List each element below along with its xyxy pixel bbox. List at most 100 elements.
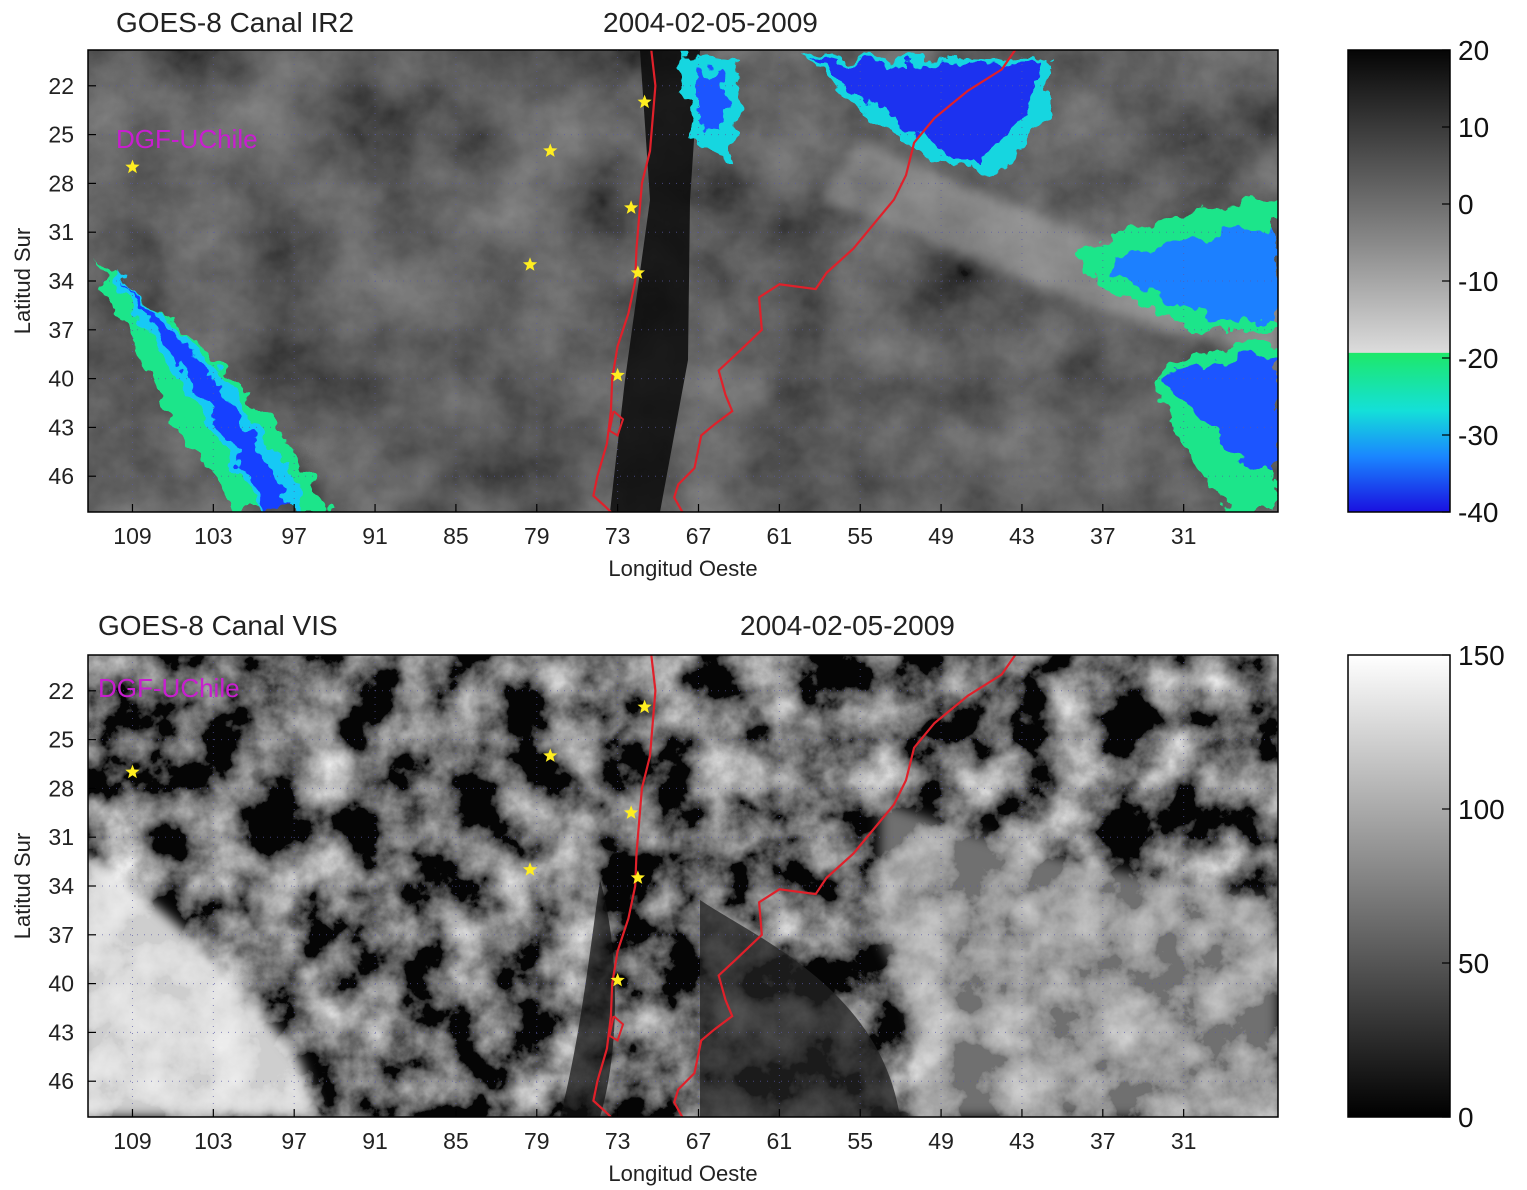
vis-title: GOES-8 Canal VIS bbox=[98, 610, 338, 641]
ir2-x-tick-label: 31 bbox=[1171, 523, 1197, 549]
vis-image: DGF-UChile bbox=[88, 655, 1278, 1117]
vis-x-tick-label: 61 bbox=[767, 1128, 793, 1154]
ir2-colorbar-tick-label: -20 bbox=[1458, 343, 1498, 374]
ir2-image: DGF-UChile bbox=[88, 50, 1278, 512]
ir2-ylabel: Latitud Sur bbox=[10, 228, 35, 334]
ir2-x-tick-label: 43 bbox=[1009, 523, 1035, 549]
ir2-x-tick-label: 79 bbox=[524, 523, 550, 549]
ir2-y-tick-label: 25 bbox=[48, 122, 74, 148]
ir2-y-tick-label: 34 bbox=[48, 268, 74, 294]
vis-stations bbox=[125, 699, 652, 987]
ir2-coastline-east bbox=[673, 50, 1017, 512]
ir2-y-tick-label: 31 bbox=[48, 219, 74, 245]
ir2-y-tick-label: 37 bbox=[48, 317, 74, 343]
ir2-grid bbox=[88, 50, 1278, 512]
vis-y-tick-label: 22 bbox=[48, 678, 74, 704]
ir2-x-tick-label: 49 bbox=[928, 523, 954, 549]
ir2-y-tick-label: 46 bbox=[48, 463, 74, 489]
vis-station-star bbox=[125, 764, 140, 779]
ir2-island-outline bbox=[608, 410, 625, 437]
ir2-coastline bbox=[592, 50, 1017, 512]
vis-y-tick-label: 37 bbox=[48, 922, 74, 948]
ir2-title: GOES-8 Canal IR2 bbox=[116, 7, 354, 38]
vis-y-tick-label: 31 bbox=[48, 824, 74, 850]
vis-x-tick-label: 31 bbox=[1171, 1128, 1197, 1154]
vis-x-tick-label: 49 bbox=[928, 1128, 954, 1154]
ir2-watermark: DGF-UChile bbox=[116, 124, 258, 154]
vis-ylabel: Latitud Sur bbox=[10, 833, 35, 939]
vis-station-star bbox=[543, 748, 558, 762]
ir2-colorbar-tick-label: 20 bbox=[1458, 35, 1489, 66]
vis-grid bbox=[88, 655, 1278, 1117]
vis-station-star bbox=[624, 805, 639, 819]
ir2-station-star bbox=[543, 143, 558, 157]
vis-coastline-east bbox=[673, 655, 1017, 1117]
vis-colorbar-tick-label: 0 bbox=[1458, 1102, 1474, 1133]
ir2-coastline-west bbox=[592, 50, 657, 512]
ir2-stations bbox=[125, 94, 652, 382]
vis-x-tick-label: 103 bbox=[194, 1128, 232, 1154]
ir2-station-star bbox=[624, 200, 639, 214]
ir2-station-star bbox=[610, 367, 625, 382]
vis-station-star bbox=[637, 699, 652, 714]
vis-x-tick-label: 97 bbox=[281, 1128, 307, 1154]
ir2-colorbar-ticks: 20 10 0 -10 -20 -30 -40 bbox=[1442, 35, 1498, 528]
vis-coastline-west bbox=[592, 655, 657, 1117]
vis-x-tick-label: 109 bbox=[113, 1128, 151, 1154]
vis-station-star bbox=[610, 972, 625, 987]
vis-coastline bbox=[592, 655, 1017, 1117]
ir2-station-star bbox=[630, 265, 645, 279]
ir2-x-tick-label: 85 bbox=[443, 523, 469, 549]
ir2-xlabel: Longitud Oeste bbox=[608, 556, 757, 581]
vis-colorbar-ramp bbox=[1347, 654, 1451, 1118]
vis-colorbar-tick-label: 100 bbox=[1458, 794, 1505, 825]
ir2-x-tick-label: 91 bbox=[362, 523, 388, 549]
vis-xlabel: Longitud Oeste bbox=[608, 1161, 757, 1186]
ir2-x-tick-label: 55 bbox=[847, 523, 873, 549]
ir2-y-tick-label: 22 bbox=[48, 73, 74, 99]
vis-panel: GOES-8 Canal VIS 2004-02-05-2009 DGF-UCh… bbox=[10, 610, 1505, 1186]
vis-x-tick-label: 91 bbox=[362, 1128, 388, 1154]
ir2-colorbar-tick-label: 0 bbox=[1458, 189, 1474, 220]
ir2-colorbar-tick-label: -10 bbox=[1458, 266, 1498, 297]
vis-x-tick-label: 67 bbox=[686, 1128, 712, 1154]
ir2-x-tick-label: 73 bbox=[605, 523, 631, 549]
vis-x-tick-label: 37 bbox=[1090, 1128, 1116, 1154]
ir2-x-tick-label: 97 bbox=[281, 523, 307, 549]
ir2-x-tick-label: 61 bbox=[767, 523, 793, 549]
ir2-x-tick-label: 109 bbox=[113, 523, 151, 549]
vis-y-tick-label: 40 bbox=[48, 971, 74, 997]
vis-colorbar-tick-label: 50 bbox=[1458, 948, 1489, 979]
vis-datetime: 2004-02-05-2009 bbox=[740, 610, 955, 641]
vis-x-tick-label: 85 bbox=[443, 1128, 469, 1154]
ir2-x-tick-label: 37 bbox=[1090, 523, 1116, 549]
vis-x-tick-label: 43 bbox=[1009, 1128, 1035, 1154]
ir2-station-star bbox=[522, 257, 538, 271]
ir2-y-ticks: 22 25 28 31 34 37 40 43 46 bbox=[48, 73, 96, 489]
vis-x-tick-label: 79 bbox=[524, 1128, 550, 1154]
vis-island-outline bbox=[608, 1015, 625, 1042]
vis-y-tick-label: 43 bbox=[48, 1019, 74, 1045]
vis-colorbar-ticks: 150 100 50 0 bbox=[1442, 640, 1505, 1133]
ir2-colorbar-tick-label: 10 bbox=[1458, 112, 1489, 143]
ir2-y-tick-label: 43 bbox=[48, 414, 74, 440]
ir2-colorbar-ramp bbox=[1347, 49, 1451, 513]
ir2-x-ticks: 109 103 97 91 85 79 73 67 61 55 49 43 37 31 bbox=[113, 504, 1196, 549]
ir2-x-tick-label: 67 bbox=[686, 523, 712, 549]
vis-x-tick-label: 55 bbox=[847, 1128, 873, 1154]
vis-station-star bbox=[630, 870, 645, 884]
ir2-datetime: 2004-02-05-2009 bbox=[603, 7, 818, 38]
vis-y-ticks: 22 25 28 31 34 37 40 43 46 bbox=[48, 678, 96, 1094]
ir2-y-tick-label: 40 bbox=[48, 366, 74, 392]
vis-colorbar-tick-label: 150 bbox=[1458, 640, 1505, 671]
ir2-x-tick-label: 103 bbox=[194, 523, 232, 549]
vis-x-tick-label: 73 bbox=[605, 1128, 631, 1154]
vis-y-tick-label: 46 bbox=[48, 1068, 74, 1094]
ir2-station-star bbox=[125, 159, 140, 174]
vis-y-tick-label: 34 bbox=[48, 873, 74, 899]
ir2-y-tick-label: 28 bbox=[48, 170, 74, 196]
vis-y-tick-label: 28 bbox=[48, 775, 74, 801]
ir2-station-star bbox=[637, 94, 652, 109]
vis-watermark: DGF-UChile bbox=[98, 673, 240, 703]
